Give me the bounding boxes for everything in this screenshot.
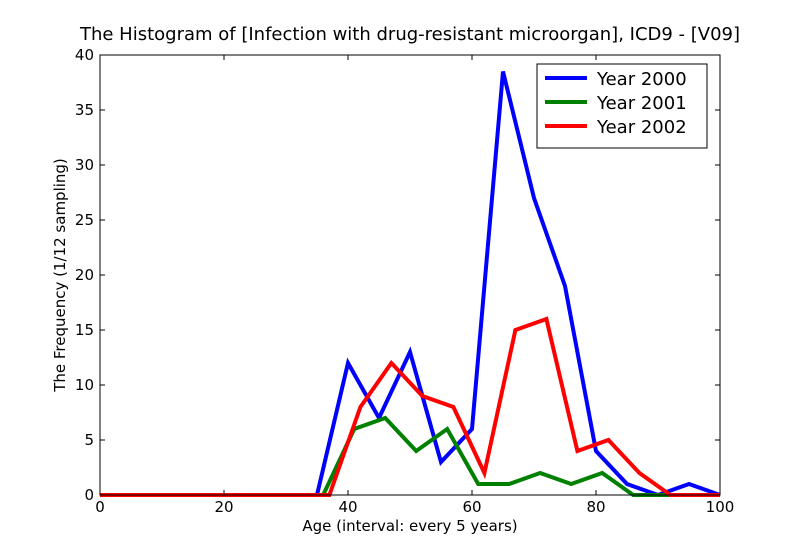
y-tick-label: 0 <box>84 486 94 504</box>
x-tick-label: 0 <box>95 498 105 516</box>
y-tick-label: 20 <box>75 266 94 284</box>
y-tick-label: 35 <box>75 101 94 119</box>
x-tick-label: 20 <box>214 498 233 516</box>
y-tick-label: 40 <box>75 46 94 64</box>
x-tick-label: 80 <box>586 498 605 516</box>
series-line-year-2000 <box>100 71 721 498</box>
plot-area: 0 20 40 60 80 100 0 5 10 15 20 25 30 35 40 <box>75 46 734 516</box>
y-axis-title: The Frequency (1/12 sampling) <box>51 158 69 393</box>
y-tick-label: 5 <box>84 431 94 449</box>
y-tick-label: 25 <box>75 211 94 229</box>
legend-entry-label: Year 2002 <box>596 117 687 138</box>
y-tick-label: 15 <box>75 321 94 339</box>
legend-entry-label: Year 2000 <box>596 69 687 90</box>
y-tick-label: 10 <box>75 376 94 394</box>
x-tick-label: 100 <box>706 498 735 516</box>
x-tick-label: 60 <box>462 498 481 516</box>
series-line-year-2002 <box>100 316 720 497</box>
chart-title: The Histogram of [Infection with drug-re… <box>79 24 740 45</box>
x-tick-label: 40 <box>338 498 357 516</box>
x-axis-title: Age (interval: every 5 years) <box>302 517 517 535</box>
legend-entry-label: Year 2001 <box>596 93 687 114</box>
legend: Year 2000 Year 2001 Year 2002 <box>536 63 708 149</box>
y-tick-label: 30 <box>75 156 94 174</box>
